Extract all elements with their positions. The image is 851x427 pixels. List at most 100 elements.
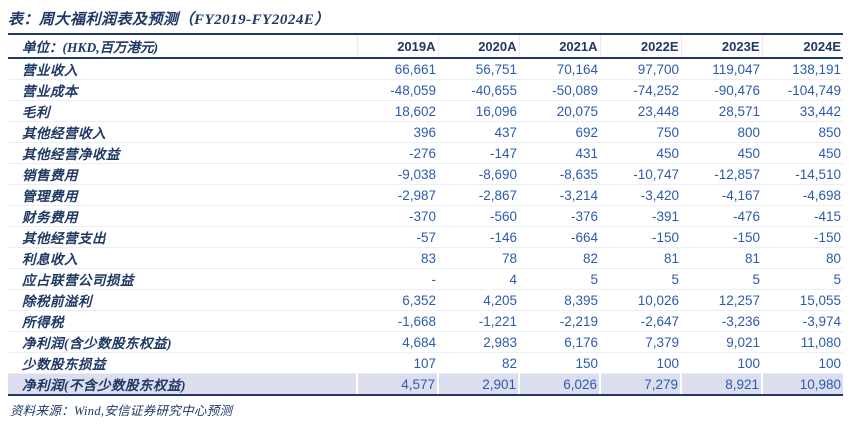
header-row: 单位：(HKD,百万港元) 2019A 2020A 2021A 2022E 2023E 2… [8,35,843,59]
table-title: 表：周大福利润表及预测（FY2019-FY2024E） [8,6,843,35]
cell-value: 7,279 [599,373,681,396]
row-label: 利息收入 [8,247,357,269]
row-label: 其他经营净收益 [8,142,357,164]
cell-value: 100 [762,352,843,374]
cell-value: -150 [762,226,843,248]
cell-value: 4 [438,268,519,290]
cell-value: 450 [762,142,843,164]
cell-value: -560 [438,205,519,227]
column-header-2021A: 2021A [518,35,600,59]
row-label: 管理费用 [8,184,357,206]
column-header-2022E: 2022E [599,35,681,59]
table-row: 所得税 -1,668 -1,221 -2,219 -2,647 -3,236 -3,974 [8,310,843,332]
cell-value: 450 [600,142,681,164]
source-note: 资料来源：Wind,安信证券研究中心预测 [10,404,233,418]
row-label: 毛利 [8,100,357,122]
cell-value: -9,038 [357,163,438,185]
cell-value: -57 [357,226,438,248]
cell-value: -48,059 [357,79,438,101]
cell-value: 2,901 [437,373,519,396]
cell-value: 4,577 [356,373,438,396]
table-row: 净利润(含少数股东权益) 4,684 2,983 6,176 7,379 9,021 11,… [8,331,843,353]
row-label: 营业收入 [8,58,357,80]
cell-value: -12,857 [681,163,762,185]
cell-value: 2,983 [438,331,519,353]
cell-value: 83 [357,247,438,269]
cell-value: 78 [438,247,519,269]
cell-value: 9,021 [681,331,762,353]
cell-value: 70,164 [519,58,600,80]
cell-value: 82 [438,352,519,374]
table-row: 毛利 18,602 16,096 20,075 23,448 28,571 33,442 [8,100,843,122]
cell-value: 80 [762,247,843,269]
cell-value: 100 [681,352,762,374]
table-row: 营业成本 -48,059 -40,655 -50,089 -74,252 -90,476-… [8,79,843,101]
column-header-2024E: 2024E [761,35,843,59]
cell-value: 82 [519,247,600,269]
table-row: 少数股东损益 107 82 150 100 100 100 [8,352,843,374]
cell-value: 66,661 [357,58,438,80]
row-label: 销售费用 [8,163,357,185]
cell-value: -74,252 [600,79,681,101]
cell-value: 692 [519,121,600,143]
cell-value: 20,075 [519,100,600,122]
table-row: 销售费用 -9,038 -8,690 -8,635 -10,747 -12,857 -14,… [8,163,843,185]
cell-value: -476 [681,205,762,227]
table-row: 管理费用 -2,987 -2,867 -3,214 -3,420 -4,167 -4,698 [8,184,843,206]
cell-value: 15,055 [762,289,843,311]
cell-value: -4,167 [681,184,762,206]
cell-value: -150 [600,226,681,248]
cell-value: -150 [681,226,762,248]
table-row: 净利润(不含少数股东权益) 4,577 2,901 6,026 7,279 8,921 10… [8,373,843,396]
cell-value: 8,921 [680,373,762,396]
row-label: 所得税 [8,310,357,332]
row-label: 其他经营收入 [8,121,357,143]
cell-value: -1,668 [357,310,438,332]
cell-value: -2,647 [600,310,681,332]
cell-value: 10,980 [761,373,843,396]
cell-value: 6,352 [357,289,438,311]
cell-value: 33,442 [762,100,843,122]
table-row: 除税前溢利 6,352 4,205 8,395 10,026 12,257 15,055 [8,289,843,311]
table-header: 单位：(HKD,百万港元) 2019A 2020A 2021A 2022E 2023E 2… [8,35,843,59]
cell-value: 107 [357,352,438,374]
cell-value: 119,047 [681,58,762,80]
column-header-2020A: 2020A [437,35,519,59]
row-label: 应占联营公司损益 [8,268,357,290]
table-row: 财务费用 -370 -560 -376 -391 -476 -415 [8,205,843,227]
cell-value: 4,205 [438,289,519,311]
cell-value: -391 [600,205,681,227]
cell-value: 4,684 [357,331,438,353]
cell-value: -14,510 [762,163,843,185]
table-row: 其他经营收入 396 437 692 750 800 850 [8,121,843,143]
cell-value: 12,257 [681,289,762,311]
cell-value: -8,690 [438,163,519,185]
cell-value: 81 [600,247,681,269]
cell-value: -2,987 [357,184,438,206]
cell-value: -8,635 [519,163,600,185]
cell-value: -10,747 [600,163,681,185]
cell-value: 431 [519,142,600,164]
cell-value: 150 [519,352,600,374]
cell-value: -3,236 [681,310,762,332]
cell-value: 437 [438,121,519,143]
cell-value: 5 [681,268,762,290]
cell-value: 7,379 [600,331,681,353]
cell-value: 8,395 [519,289,600,311]
cell-value: 5 [519,268,600,290]
row-label: 净利润(不含少数股东权益) [8,373,357,396]
cell-value: -276 [357,142,438,164]
cell-value: 6,176 [519,331,600,353]
income-statement-table: 单位：(HKD,百万港元) 2019A 2020A 2021A 2022E 2023E 2… [8,35,843,396]
cell-value: 396 [357,121,438,143]
cell-value: -2,867 [438,184,519,206]
cell-value: 100 [600,352,681,374]
row-label: 其他经营支出 [8,226,357,248]
column-header-2023E: 2023E [680,35,762,59]
cell-value: -104,749 [762,79,843,101]
cell-value: -3,974 [762,310,843,332]
cell-value: 5 [762,268,843,290]
cell-value: 23,448 [600,100,681,122]
cell-value: -3,214 [519,184,600,206]
cell-value: -50,089 [519,79,600,101]
